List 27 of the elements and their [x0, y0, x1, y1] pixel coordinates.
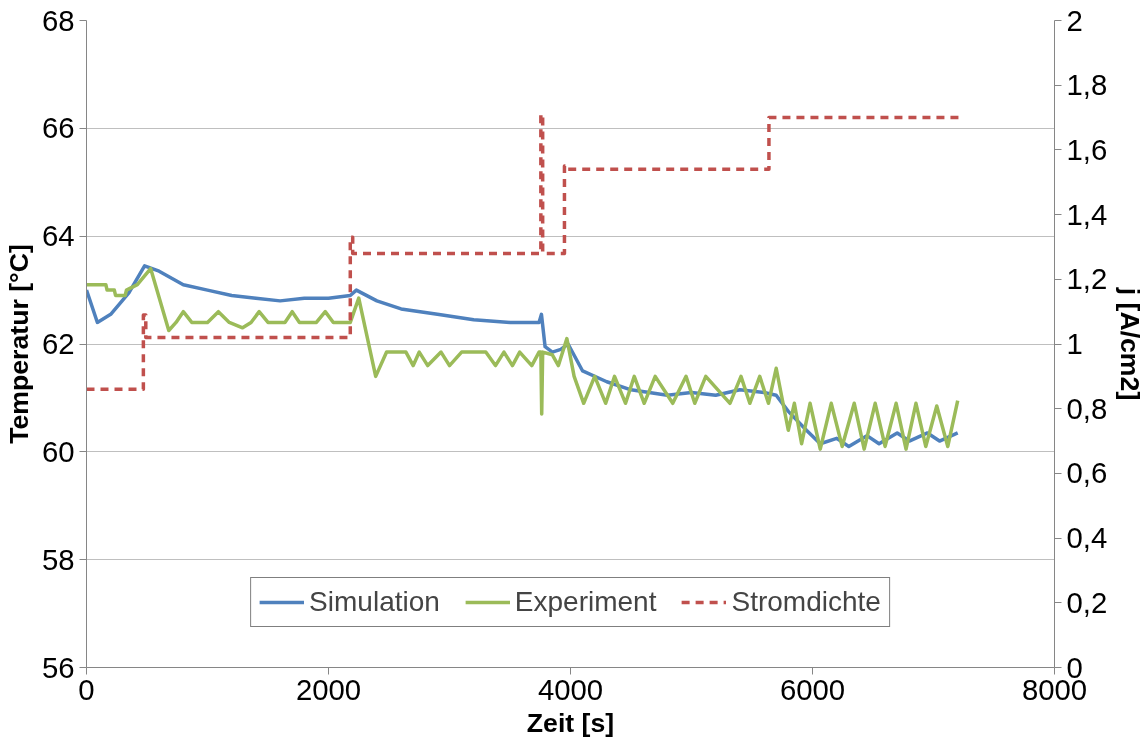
y2-tick-label: 1,2 [1066, 262, 1108, 296]
y2-tick-label: 0,8 [1066, 391, 1108, 425]
y-axis-title: Temperatur [°C] [3, 244, 34, 444]
y-tick-label: 58 [41, 542, 75, 576]
legend-label: Experiment [514, 586, 657, 618]
y-tick-label: 66 [41, 111, 75, 145]
y-tick-label: 60 [41, 434, 75, 468]
x-tick-label: 6000 [779, 672, 846, 706]
y2-tick-label: 1,6 [1066, 132, 1108, 166]
x-tick-label: 0 [78, 672, 95, 706]
legend-label: Stromdichte [731, 586, 881, 618]
y-tick-label: 64 [41, 219, 75, 253]
x-tick-label: 4000 [537, 672, 604, 706]
y-tick-label: 68 [41, 3, 75, 37]
y2-tick-label: 2 [1066, 3, 1083, 37]
legend-label: Simulation [309, 586, 440, 618]
y2-tick-label: 0,6 [1066, 456, 1108, 490]
y2-axis-title: j [A/cm2] [1115, 286, 1146, 401]
x-axis-title: Zeit [s] [526, 707, 615, 738]
y2-tick-label: 1 [1066, 327, 1083, 360]
y2-tick-label: 1,4 [1066, 197, 1108, 231]
y-tick-label: 56 [41, 650, 75, 684]
y2-tick-label: 0,4 [1066, 521, 1108, 555]
y2-tick-label: 0,2 [1066, 585, 1108, 619]
x-tick-label: 2000 [295, 672, 362, 706]
y2-tick-label: 1,8 [1066, 68, 1108, 102]
y-tick-label: 62 [41, 327, 75, 360]
